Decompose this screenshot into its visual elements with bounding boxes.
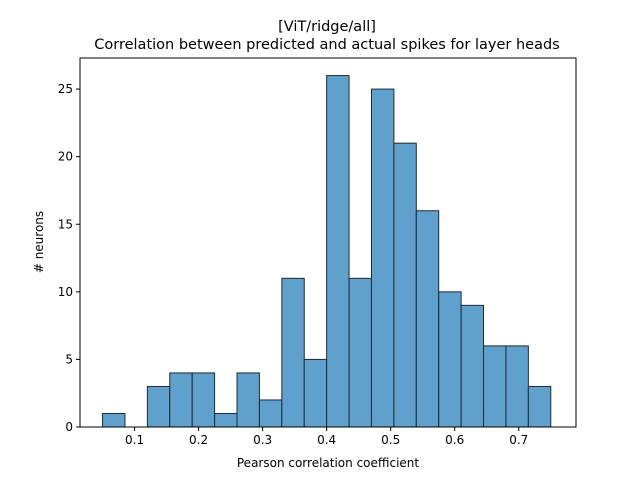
histogram-bar (438, 291, 462, 428)
x-tick-label: 0.3 (253, 433, 272, 447)
y-tick-label: 0 (65, 420, 73, 434)
x-tick-label: 0.1 (125, 433, 144, 447)
histogram-bar (393, 142, 417, 428)
x-axis-label: Pearson correlation coefficient (237, 456, 420, 470)
x-tick-label: 0.5 (381, 433, 400, 447)
histogram-bar (146, 385, 171, 428)
x-tick-label: 0.2 (189, 433, 208, 447)
y-axis-label: # neurons (32, 211, 46, 273)
y-tick-label: 5 (65, 352, 73, 366)
x-axis-ticks: 0.1 0.2 0.3 0.4 0.5 0.6 0.7 (125, 427, 528, 447)
histogram-bar (326, 75, 350, 428)
y-tick-label: 20 (58, 150, 73, 164)
histogram-bar (348, 277, 372, 428)
bars-group (102, 75, 552, 428)
plot-frame (79, 57, 577, 428)
histogram-bar (236, 372, 260, 428)
histogram-bar (258, 399, 283, 428)
histogram-bar (102, 412, 126, 428)
histogram-bar (527, 385, 552, 428)
chart-title-line-2: Correlation between predicted and actual… (94, 37, 559, 53)
chart-title-line-1: [ViT/ridge/all] (278, 19, 376, 35)
histogram-bar (303, 358, 328, 428)
x-tick-label: 0.7 (509, 433, 528, 447)
histogram-bar (483, 345, 507, 428)
y-tick-label: 15 (58, 217, 73, 231)
y-axis-ticks: 0 5 10 15 20 25 (58, 82, 80, 434)
histogram-bar (214, 412, 238, 428)
x-tick-label: 0.4 (317, 433, 336, 447)
histogram-bar (460, 304, 485, 428)
histogram-bar (370, 88, 395, 428)
histogram-bar (169, 372, 193, 428)
histogram-bar (281, 277, 305, 428)
x-tick-label: 0.6 (445, 433, 464, 447)
y-tick-label: 25 (58, 82, 73, 96)
histogram-bar (505, 345, 529, 428)
y-tick-label: 10 (58, 285, 73, 299)
histogram-bar (191, 372, 216, 428)
histogram-bar (415, 210, 440, 428)
